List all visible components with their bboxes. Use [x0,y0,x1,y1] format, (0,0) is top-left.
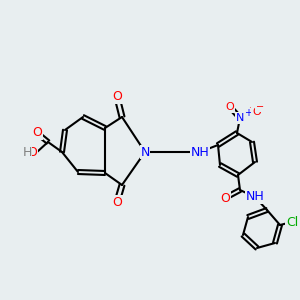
Text: O: O [32,127,42,140]
Text: NH: NH [246,190,264,203]
Text: O: O [226,102,234,112]
Text: Cl: Cl [286,215,298,229]
Text: N: N [140,146,150,158]
Text: O: O [220,191,230,205]
Text: O: O [252,107,261,117]
Text: N: N [236,113,244,123]
Text: H: H [22,146,32,158]
Text: NH: NH [190,146,209,158]
Text: O: O [112,91,122,103]
Text: +: + [244,108,252,118]
Text: −: − [256,102,264,112]
Text: O: O [27,146,37,158]
Text: O: O [112,196,122,208]
Text: O: O [248,107,256,117]
Text: H: H [22,146,32,158]
